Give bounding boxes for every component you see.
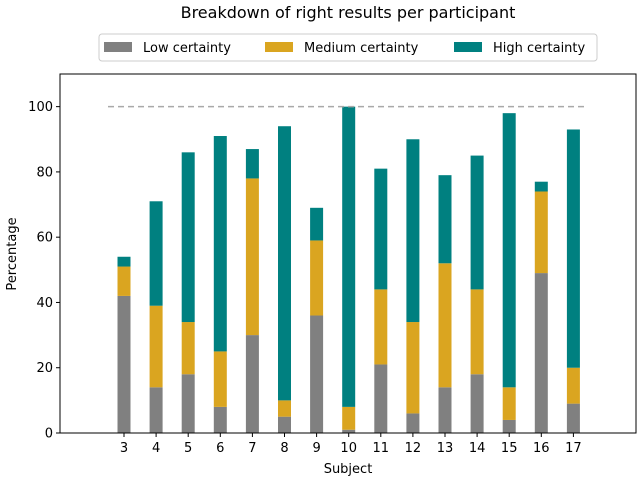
bar-medium-certainty-3 — [117, 266, 131, 296]
bar-medium-certainty-7 — [245, 178, 259, 336]
x-axis-label: Subject — [324, 462, 373, 477]
bar-low-certainty-17 — [566, 403, 580, 433]
bar-low-certainty-6 — [213, 406, 227, 433]
bar-medium-certainty-4 — [149, 305, 163, 388]
bars-group — [117, 106, 580, 433]
legend-label-high-certainty: High certainty — [493, 41, 586, 56]
y-tick-label-0: 0 — [45, 427, 53, 442]
legend-swatch-medium-certainty — [265, 42, 293, 52]
bar-high-certainty-6 — [213, 136, 227, 352]
bar-medium-certainty-14 — [470, 289, 484, 375]
x-tick-label-15: 15 — [501, 441, 518, 456]
bar-high-certainty-9 — [310, 207, 324, 241]
bar-medium-certainty-17 — [566, 367, 580, 404]
bar-medium-certainty-16 — [534, 191, 548, 274]
chart-title: Breakdown of right results per participa… — [181, 3, 516, 22]
y-axis-ticks: 0 20 40 60 80 100 — [28, 100, 60, 442]
bar-high-certainty-4 — [149, 201, 163, 306]
x-tick-label-7: 7 — [248, 441, 256, 456]
bar-low-certainty-12 — [406, 413, 420, 433]
bar-low-certainty-7 — [245, 335, 259, 433]
bar-low-certainty-8 — [278, 416, 291, 433]
legend-label-medium-certainty: Medium certainty — [304, 41, 419, 56]
bar-medium-certainty-11 — [374, 289, 388, 365]
x-tick-label-3: 3 — [120, 441, 128, 456]
bar-low-certainty-3 — [117, 295, 131, 433]
x-tick-label-10: 10 — [340, 441, 357, 456]
bar-medium-certainty-8 — [278, 400, 291, 417]
bar-high-certainty-14 — [470, 155, 484, 290]
bar-high-certainty-16 — [534, 181, 548, 192]
bar-low-certainty-15 — [502, 419, 516, 433]
bar-high-certainty-8 — [278, 126, 291, 401]
y-tick-label-60: 60 — [36, 231, 53, 246]
legend-swatch-low-certainty — [104, 42, 132, 52]
bar-low-certainty-5 — [181, 374, 195, 433]
bar-high-certainty-13 — [438, 175, 452, 264]
bar-high-certainty-17 — [566, 129, 580, 368]
x-tick-label-6: 6 — [216, 441, 224, 456]
bar-low-certainty-16 — [534, 273, 548, 433]
x-axis-ticks: 3 4 5 6 7 8 9 10 11 12 13 14 15 16 17 — [120, 433, 582, 456]
bar-high-certainty-3 — [117, 256, 131, 267]
bar-medium-certainty-12 — [406, 322, 420, 414]
x-tick-label-17: 17 — [565, 441, 582, 456]
y-tick-label-80: 80 — [36, 165, 53, 180]
bar-low-certainty-9 — [310, 315, 324, 433]
x-tick-label-4: 4 — [152, 441, 160, 456]
bar-high-certainty-7 — [245, 149, 259, 179]
y-tick-label-40: 40 — [36, 296, 53, 311]
x-tick-label-16: 16 — [533, 441, 550, 456]
x-tick-label-11: 11 — [373, 441, 390, 456]
bar-low-certainty-10 — [342, 429, 356, 433]
x-tick-label-12: 12 — [405, 441, 422, 456]
bar-high-certainty-10 — [342, 106, 356, 407]
bar-low-certainty-11 — [374, 364, 388, 433]
x-tick-label-9: 9 — [312, 441, 320, 456]
bar-high-certainty-12 — [406, 139, 420, 323]
bar-high-certainty-11 — [374, 168, 388, 290]
bar-low-certainty-4 — [149, 387, 163, 433]
x-tick-label-5: 5 — [184, 441, 192, 456]
x-tick-label-14: 14 — [469, 441, 486, 456]
bar-medium-certainty-6 — [213, 351, 227, 407]
bar-medium-certainty-5 — [181, 322, 195, 375]
bar-medium-certainty-10 — [342, 406, 356, 430]
bar-medium-certainty-13 — [438, 263, 452, 388]
bar-medium-certainty-15 — [502, 387, 516, 420]
y-axis-label: Percentage — [5, 217, 20, 290]
x-tick-label-13: 13 — [437, 441, 454, 456]
y-tick-label-20: 20 — [36, 361, 53, 376]
plot-frame — [59, 73, 637, 434]
bar-low-certainty-13 — [438, 387, 452, 433]
legend: Low certainty Medium certainty High certai… — [98, 33, 598, 62]
legend-frame — [98, 33, 598, 62]
bar-high-certainty-5 — [181, 152, 195, 323]
bar-high-certainty-15 — [502, 113, 516, 388]
legend-swatch-high-certainty — [454, 42, 482, 52]
legend-label-low-certainty: Low certainty — [143, 41, 231, 56]
x-tick-label-8: 8 — [280, 441, 288, 456]
bar-low-certainty-14 — [470, 374, 484, 433]
bar-medium-certainty-9 — [310, 240, 324, 316]
y-tick-label-100: 100 — [28, 100, 53, 115]
